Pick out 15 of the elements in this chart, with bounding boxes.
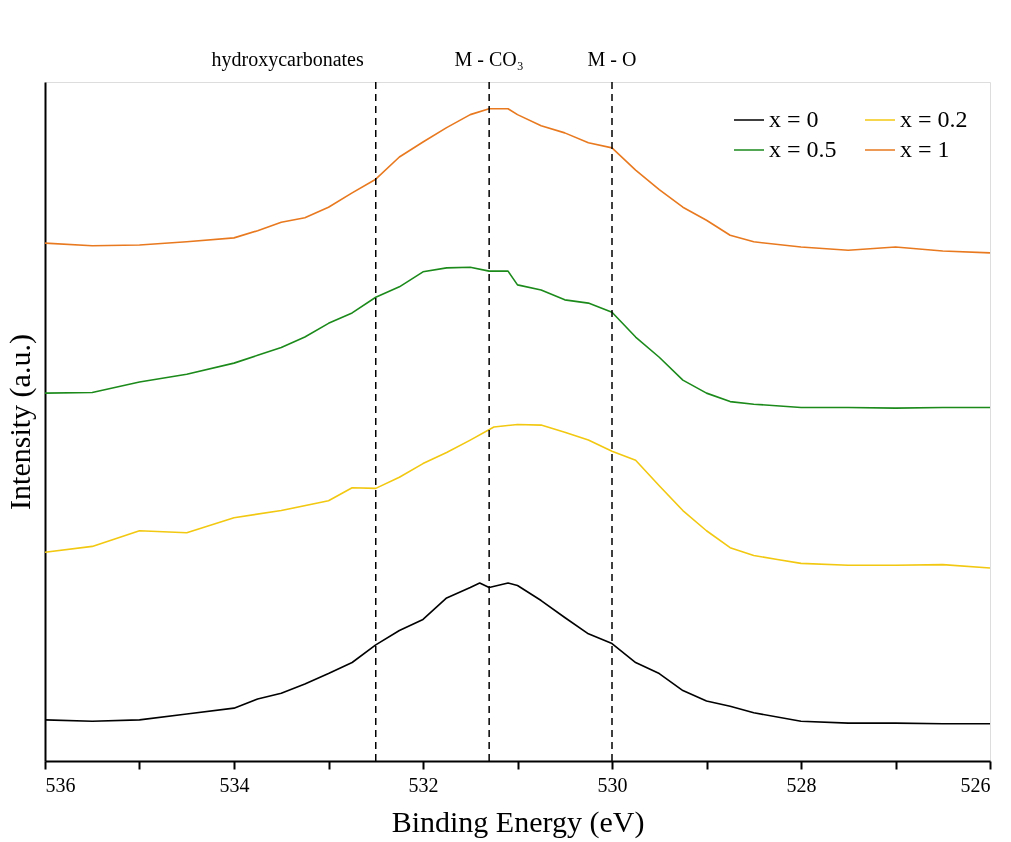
- x-tick-label: 530: [597, 773, 628, 796]
- ref-line-label: M - O: [587, 48, 637, 70]
- y-axis-title: Intensity (a.u.): [2, 334, 37, 510]
- x-tick-label: 528: [786, 773, 817, 796]
- ref-line-label: hydroxycarbonates: [211, 48, 364, 71]
- legend-label: x = 0: [769, 106, 819, 132]
- legend-label: x = 0.5: [769, 136, 837, 162]
- x-tick-label: 536: [45, 773, 76, 796]
- x-axis-title: Binding Energy (eV): [391, 804, 645, 839]
- legend-label: x = 1: [900, 136, 950, 162]
- x-tick-label: 526: [960, 773, 991, 796]
- legend-label: x = 0.2: [900, 106, 968, 132]
- x-tick-label: 534: [219, 773, 250, 796]
- x-tick-label: 532: [408, 773, 439, 796]
- ref-line-label: M - CO₃: [454, 48, 524, 70]
